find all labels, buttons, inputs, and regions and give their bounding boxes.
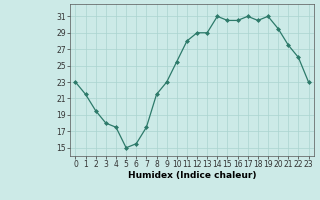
X-axis label: Humidex (Indice chaleur): Humidex (Indice chaleur) xyxy=(128,171,256,180)
